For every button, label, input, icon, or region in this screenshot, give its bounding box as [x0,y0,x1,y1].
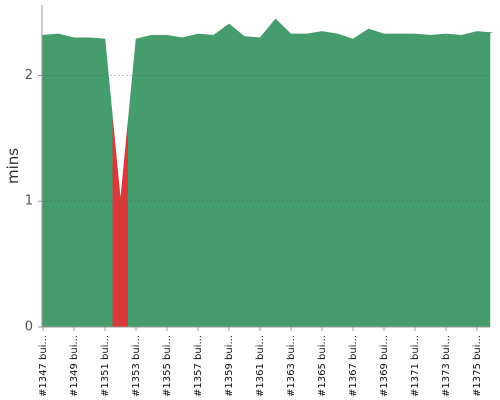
area-segment [484,31,493,328]
area-segment [329,32,346,328]
area-segment [143,34,160,328]
area-segment [128,36,144,328]
x-tick-label: #1369 bui... [379,335,390,397]
x-tick-label: #1351 bui... [100,335,111,397]
area-segment [41,34,51,328]
area-segment [407,33,423,328]
area-segment [391,33,408,328]
x-tick-label: #1349 bui... [69,335,80,397]
y-tick-label: 2 [25,68,33,83]
y-tick-label: 1 [25,194,33,209]
area-segment [174,35,191,328]
area-segment [236,29,253,328]
x-tick-label: #1373 bui... [441,335,452,397]
area-segment [360,28,377,328]
area-segment [50,33,67,328]
area-segment [438,33,454,328]
area-segment [221,23,237,328]
area-segment [283,25,299,328]
area-segment [267,18,284,328]
area-segment [190,33,206,328]
area-segment [422,34,439,328]
x-tick-label: #1359 bui... [224,335,235,397]
x-tick-label: #1355 bui... [162,335,173,397]
x-tick-label: #1367 bui... [348,335,359,397]
x-tick-label: #1363 bui... [286,335,297,397]
x-tick-label: #1361 bui... [255,335,266,397]
area-segment [314,31,330,328]
area-segment [97,38,113,328]
x-tick-label: #1347 bui... [38,335,49,397]
area-segment [159,34,175,328]
area-segment [298,32,315,328]
area-segment [345,33,361,328]
x-tick-label: #1371 bui... [410,335,421,397]
area-segment [66,35,82,328]
area-segment [376,31,392,328]
x-tick-label: #1353 bui... [131,335,142,397]
area-segment [252,27,268,328]
area-segment [453,32,470,328]
area-segment [112,119,129,328]
x-tick-label: #1357 bui... [193,335,204,397]
area-segment [81,37,98,328]
area-segment [205,29,222,328]
y-axis-label: mins [4,148,22,184]
x-tick-label: #1365 bui... [317,335,328,397]
y-tick-label: 0 [25,320,33,335]
x-tick-label: #1375 bui... [472,335,483,397]
area-segment [469,31,485,328]
